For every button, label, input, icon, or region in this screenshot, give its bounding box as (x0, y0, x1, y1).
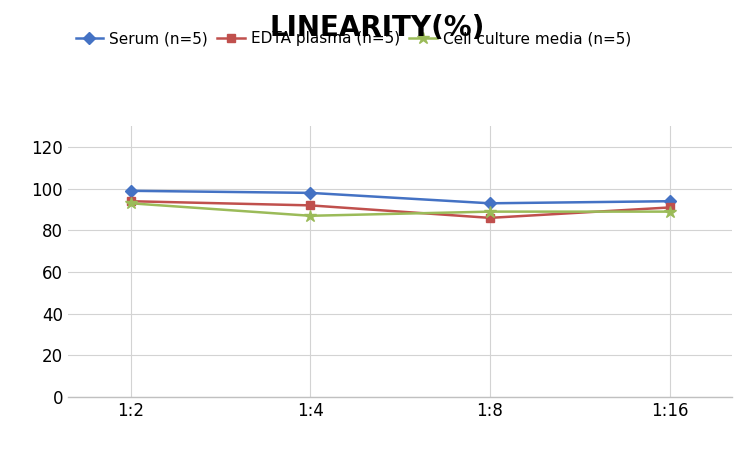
Cell culture media (n=5) (306, 213, 315, 218)
EDTA plasma (n=5) (665, 205, 674, 210)
Serum (n=5) (306, 190, 315, 196)
EDTA plasma (n=5) (126, 198, 135, 204)
Line: Serum (n=5): Serum (n=5) (127, 187, 673, 207)
Serum (n=5) (665, 198, 674, 204)
Line: EDTA plasma (n=5): EDTA plasma (n=5) (127, 197, 673, 222)
Cell culture media (n=5) (126, 201, 135, 206)
Line: Cell culture media (n=5): Cell culture media (n=5) (125, 197, 676, 222)
Cell culture media (n=5) (665, 209, 674, 214)
EDTA plasma (n=5) (306, 202, 315, 208)
Serum (n=5) (485, 201, 495, 206)
Text: LINEARITY(%): LINEARITY(%) (270, 14, 485, 41)
Legend: Serum (n=5), EDTA plasma (n=5), Cell culture media (n=5): Serum (n=5), EDTA plasma (n=5), Cell cul… (76, 31, 631, 46)
Cell culture media (n=5) (485, 209, 495, 214)
EDTA plasma (n=5) (485, 215, 495, 221)
Serum (n=5) (126, 188, 135, 193)
